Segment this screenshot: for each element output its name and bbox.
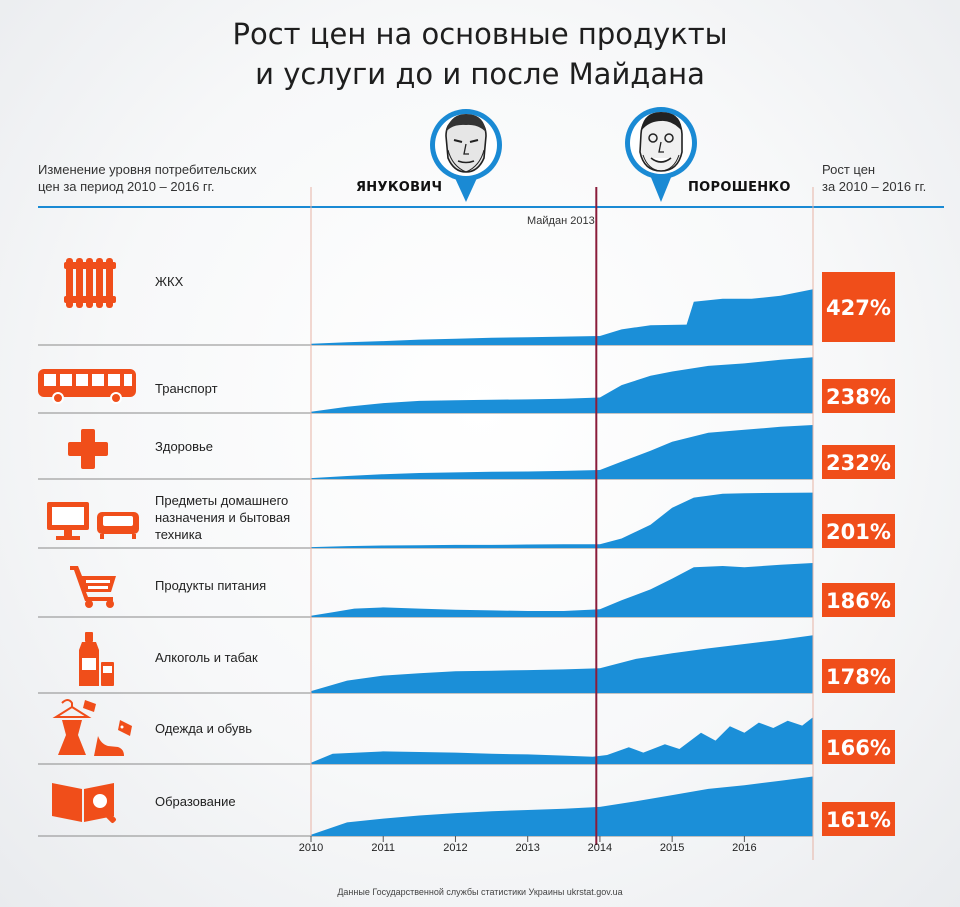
growth-percent: 166% [826,736,891,760]
category-row: Образование 161% [38,776,895,837]
category-label: Одежда и обувь [155,721,252,736]
growth-badge [822,514,895,548]
category-row: Алкоголь и табак 178% [38,635,895,694]
growth-percent: 232% [826,451,891,475]
growth-percent: 186% [826,589,891,613]
growth-badge [822,659,895,693]
growth-badge [822,272,895,342]
category-row: Транспорт 238% [38,357,895,414]
x-tick-label: 2010 [299,842,323,854]
growth-badge [822,583,895,617]
x-tick-label: 2016 [732,842,756,854]
marker-pin [650,175,672,202]
growth-badge [822,730,895,764]
left-header: Изменение уровня потребительских цен за … [38,161,298,195]
right-header: Рост цен за 2010 – 2016 гг. [822,161,952,195]
category-label: Предметы домашнего назначения и бытовая те… [155,493,290,542]
alcohol-tobacco-icon [79,632,114,686]
left-header-line-2: цен за период 2010 – 2016 гг. [38,179,215,194]
x-tick-label: 2011 [371,842,395,854]
growth-badge [822,379,895,413]
source-footer: Данные Государственной службы статистики… [337,887,623,897]
category-area [311,717,813,764]
category-row: ЖКХ 427% [38,272,895,346]
category-area [311,289,813,345]
category-area [311,776,813,836]
right-header-line-2: за 2010 – 2016 гг. [822,179,927,194]
maidan-label: Майдан 2013 [527,215,595,227]
category-area [311,425,813,479]
category-label: Здоровье [155,439,213,454]
growth-badge [822,802,895,836]
poroshenko-portrait-marker [625,107,697,202]
growth-percent: 201% [826,520,891,544]
marker-pin [455,178,477,202]
shopping-cart-icon [70,566,116,608]
president-left-name: ЯНУКОВИЧ [356,180,443,195]
clothing-shoes-icon [52,699,132,756]
bus-icon [38,369,136,404]
president-right-name: ПОРОШЕНКО [688,180,791,195]
growth-percent: 161% [826,808,891,832]
radiator-icon [64,258,116,308]
title-line-2: и услуги до и после Майдана [255,57,705,91]
category-row: Предметы домашнего назначения и бытовая те… [38,492,895,549]
category-area [311,635,813,693]
category-label: Алкоголь и табак [155,650,258,665]
growth-percent: 238% [826,385,891,409]
category-area [311,357,813,413]
category-label: Транспорт [155,381,218,396]
category-label: Продукты питания [155,578,266,593]
appliances-icon [47,502,139,540]
x-tick-label: 2013 [515,842,539,854]
category-row: Одежда и обувь 166% [38,717,895,765]
category-area [311,492,813,548]
chart-title: Рост цен на основные продукты и услуги д… [0,14,960,94]
category-row: Здоровье 232% [38,425,895,480]
x-tick-label: 2014 [588,842,612,854]
category-row: Продукты питания 186% [38,563,895,618]
x-tick-label: 2015 [660,842,684,854]
category-label: Образование [155,794,236,809]
education-book-icon [52,783,116,823]
title-line-1: Рост цен на основные продукты [232,17,728,51]
right-header-line-1: Рост цен [822,162,876,177]
poroshenko-caricature-icon [639,112,683,172]
growth-percent: 427% [826,296,891,320]
category-label: ЖКХ [155,274,184,289]
health-cross-icon [68,429,108,469]
yanukovich-caricature-icon [445,114,487,173]
category-area [311,563,813,617]
x-tick-label: 2012 [443,842,467,854]
growth-percent: 178% [826,665,891,689]
growth-badge [822,445,895,479]
left-header-line-1: Изменение уровня потребительских [38,162,257,177]
yanukovich-portrait-marker [430,109,502,202]
